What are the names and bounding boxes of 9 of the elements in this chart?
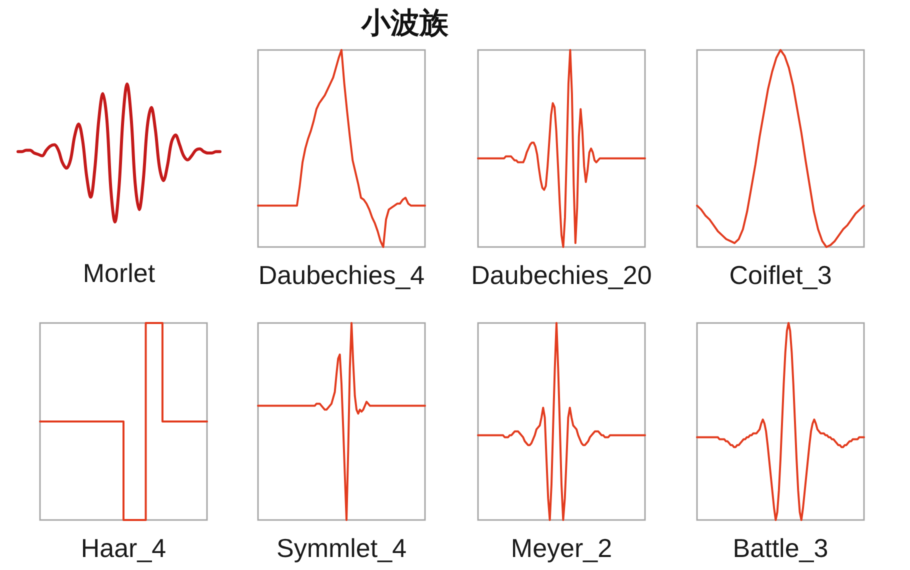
x-axis-title: Morlet	[82, 258, 156, 288]
x-axis-title: Daubechies_20	[471, 260, 652, 290]
chart-title: 小波族	[360, 6, 450, 40]
x-axis-title: Coiflet_3	[729, 260, 832, 290]
x-axis-title: Daubechies_4	[258, 260, 425, 290]
x-axis-title: Battle_3	[732, 533, 828, 563]
x-axis-title: Symmlet_4	[276, 533, 407, 563]
x-axis-title: Meyer_2	[510, 533, 612, 563]
x-axis-title: Haar_4	[80, 533, 166, 563]
